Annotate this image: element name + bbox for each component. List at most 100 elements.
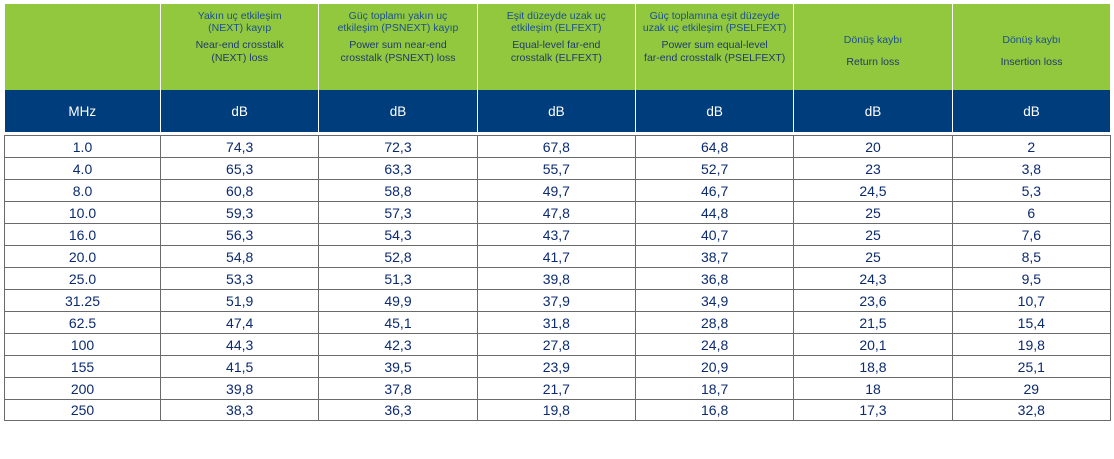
unit-cell: dB bbox=[634, 90, 794, 132]
value-cell: 51,3 bbox=[318, 267, 478, 290]
value-cell: 38,7 bbox=[634, 245, 795, 268]
frequency-cell: 250 bbox=[4, 399, 161, 421]
cable-spec-table: Yakın uç etkileşim (NEXT) kayıp Near-end… bbox=[4, 4, 1111, 421]
value-cell: 54,8 bbox=[159, 245, 320, 268]
value-cell: 31,8 bbox=[476, 311, 636, 334]
value-cell: 8,5 bbox=[951, 245, 1111, 268]
header-cell-next: Yakın uç etkileşim (NEXT) kayıp Near-end… bbox=[159, 4, 319, 90]
table-body: 1.0 74,3 72,3 67,8 64,8 20 2 4.0 65,3 63,3 55,7 52,… bbox=[4, 135, 1111, 421]
value-cell: 47,4 bbox=[159, 311, 320, 334]
value-cell: 57,3 bbox=[318, 201, 478, 224]
frequency-cell: 20.0 bbox=[4, 245, 161, 268]
table-row: 20.0 54,8 52,8 41,7 38,7 25 8,5 bbox=[4, 245, 1111, 268]
value-cell: 59,3 bbox=[159, 201, 320, 224]
value-cell: 39,8 bbox=[159, 377, 320, 400]
table-row: 16.0 56,3 54,3 43,7 40,7 25 7,6 bbox=[4, 223, 1111, 246]
value-cell: 38,3 bbox=[159, 399, 320, 421]
frequency-cell: 31.25 bbox=[4, 289, 161, 312]
value-cell: 36,8 bbox=[634, 267, 795, 290]
value-cell: 24,5 bbox=[793, 179, 953, 202]
value-cell: 18 bbox=[793, 377, 953, 400]
table-row: 8.0 60,8 58,8 49,7 46,7 24,5 5,3 bbox=[4, 179, 1111, 202]
value-cell: 21,5 bbox=[793, 311, 953, 334]
value-cell: 39,8 bbox=[476, 267, 636, 290]
unit-cell: dB bbox=[318, 90, 478, 132]
value-cell: 25 bbox=[793, 245, 953, 268]
value-cell: 20 bbox=[793, 135, 953, 158]
value-cell: 17,3 bbox=[793, 399, 953, 421]
value-cell: 43,7 bbox=[476, 223, 636, 246]
header-en-label: Power sum near-end crosstalk (PSNEXT) lo… bbox=[340, 39, 456, 64]
value-cell: 52,8 bbox=[318, 245, 478, 268]
table-row: 25.0 53,3 51,3 39,8 36,8 24,3 9,5 bbox=[4, 267, 1111, 290]
value-cell: 9,5 bbox=[951, 267, 1111, 290]
value-cell: 2 bbox=[951, 135, 1111, 158]
value-cell: 53,3 bbox=[159, 267, 320, 290]
value-cell: 52,7 bbox=[634, 157, 795, 180]
value-cell: 16,8 bbox=[634, 399, 795, 421]
value-cell: 56,3 bbox=[159, 223, 320, 246]
value-cell: 7,6 bbox=[951, 223, 1111, 246]
value-cell: 19,8 bbox=[951, 333, 1111, 356]
value-cell: 23,6 bbox=[793, 289, 953, 312]
table-row: 155 41,5 39,5 23,9 20,9 18,8 25,1 bbox=[4, 355, 1111, 378]
table-row: 4.0 65,3 63,3 55,7 52,7 23 3,8 bbox=[4, 157, 1111, 180]
frequency-cell: 16.0 bbox=[4, 223, 161, 246]
table-row: 1.0 74,3 72,3 67,8 64,8 20 2 bbox=[4, 135, 1111, 158]
value-cell: 36,3 bbox=[318, 399, 478, 421]
value-cell: 37,9 bbox=[476, 289, 636, 312]
header-cell-elfext: Eşit düzeyde uzak uç etkileşim (ELFEXT) … bbox=[476, 4, 636, 90]
value-cell: 10,7 bbox=[951, 289, 1111, 312]
value-cell: 41,5 bbox=[159, 355, 320, 378]
value-cell: 25 bbox=[793, 201, 953, 224]
value-cell: 58,8 bbox=[318, 179, 478, 202]
value-cell: 67,8 bbox=[476, 135, 636, 158]
unit-cell: dB bbox=[951, 90, 1111, 132]
unit-cell: dB bbox=[793, 90, 953, 132]
value-cell: 23 bbox=[793, 157, 953, 180]
frequency-cell: 100 bbox=[4, 333, 161, 356]
header-unit-row: MHz dB dB dB dB dB dB bbox=[4, 90, 1111, 132]
value-cell: 3,8 bbox=[951, 157, 1111, 180]
header-tr-label: Güç toplamına eşit düzeyde uzak uç etkil… bbox=[642, 10, 787, 34]
value-cell: 23,9 bbox=[476, 355, 636, 378]
value-cell: 49,7 bbox=[476, 179, 636, 202]
value-cell: 24,8 bbox=[634, 333, 795, 356]
value-cell: 25 bbox=[793, 223, 953, 246]
value-cell: 5,3 bbox=[951, 179, 1111, 202]
table-row: 200 39,8 37,8 21,7 18,7 18 29 bbox=[4, 377, 1111, 400]
unit-cell: dB bbox=[159, 90, 319, 132]
value-cell: 65,3 bbox=[159, 157, 320, 180]
value-cell: 15,4 bbox=[951, 311, 1111, 334]
value-cell: 29 bbox=[951, 377, 1111, 400]
value-cell: 21,7 bbox=[476, 377, 636, 400]
value-cell: 27,8 bbox=[476, 333, 636, 356]
value-cell: 20,9 bbox=[634, 355, 795, 378]
header-cell-empty bbox=[4, 4, 161, 90]
value-cell: 72,3 bbox=[318, 135, 478, 158]
header-spacer bbox=[4, 132, 1111, 136]
header-en-label: Power sum equal-level far-end crosstalk … bbox=[644, 39, 786, 64]
header-en-label: Return loss bbox=[846, 56, 900, 68]
value-cell: 37,8 bbox=[318, 377, 478, 400]
value-cell: 6 bbox=[951, 201, 1111, 224]
spec-table-container: Yakın uç etkileşim (NEXT) kayıp Near-end… bbox=[4, 4, 1111, 421]
header-cell-psnext: Güç toplamı yakın uç etkileşim (PSNEXT) … bbox=[318, 4, 478, 90]
header-cell-return-loss: Dönüş kaybı Return loss bbox=[793, 4, 953, 90]
table-row: 10.0 59,3 57,3 47,8 44,8 25 6 bbox=[4, 201, 1111, 224]
frequency-cell: 200 bbox=[4, 377, 161, 400]
value-cell: 25,1 bbox=[951, 355, 1111, 378]
value-cell: 64,8 bbox=[634, 135, 795, 158]
value-cell: 41,7 bbox=[476, 245, 636, 268]
value-cell: 18,8 bbox=[793, 355, 953, 378]
value-cell: 46,7 bbox=[634, 179, 795, 202]
value-cell: 42,3 bbox=[318, 333, 478, 356]
value-cell: 47,8 bbox=[476, 201, 636, 224]
value-cell: 34,9 bbox=[634, 289, 795, 312]
value-cell: 74,3 bbox=[159, 135, 320, 158]
unit-cell: MHz bbox=[4, 90, 161, 132]
frequency-cell: 4.0 bbox=[4, 157, 161, 180]
header-en-label: Near-end crosstalk (NEXT) loss bbox=[195, 39, 284, 64]
frequency-cell: 155 bbox=[4, 355, 161, 378]
value-cell: 45,1 bbox=[318, 311, 478, 334]
